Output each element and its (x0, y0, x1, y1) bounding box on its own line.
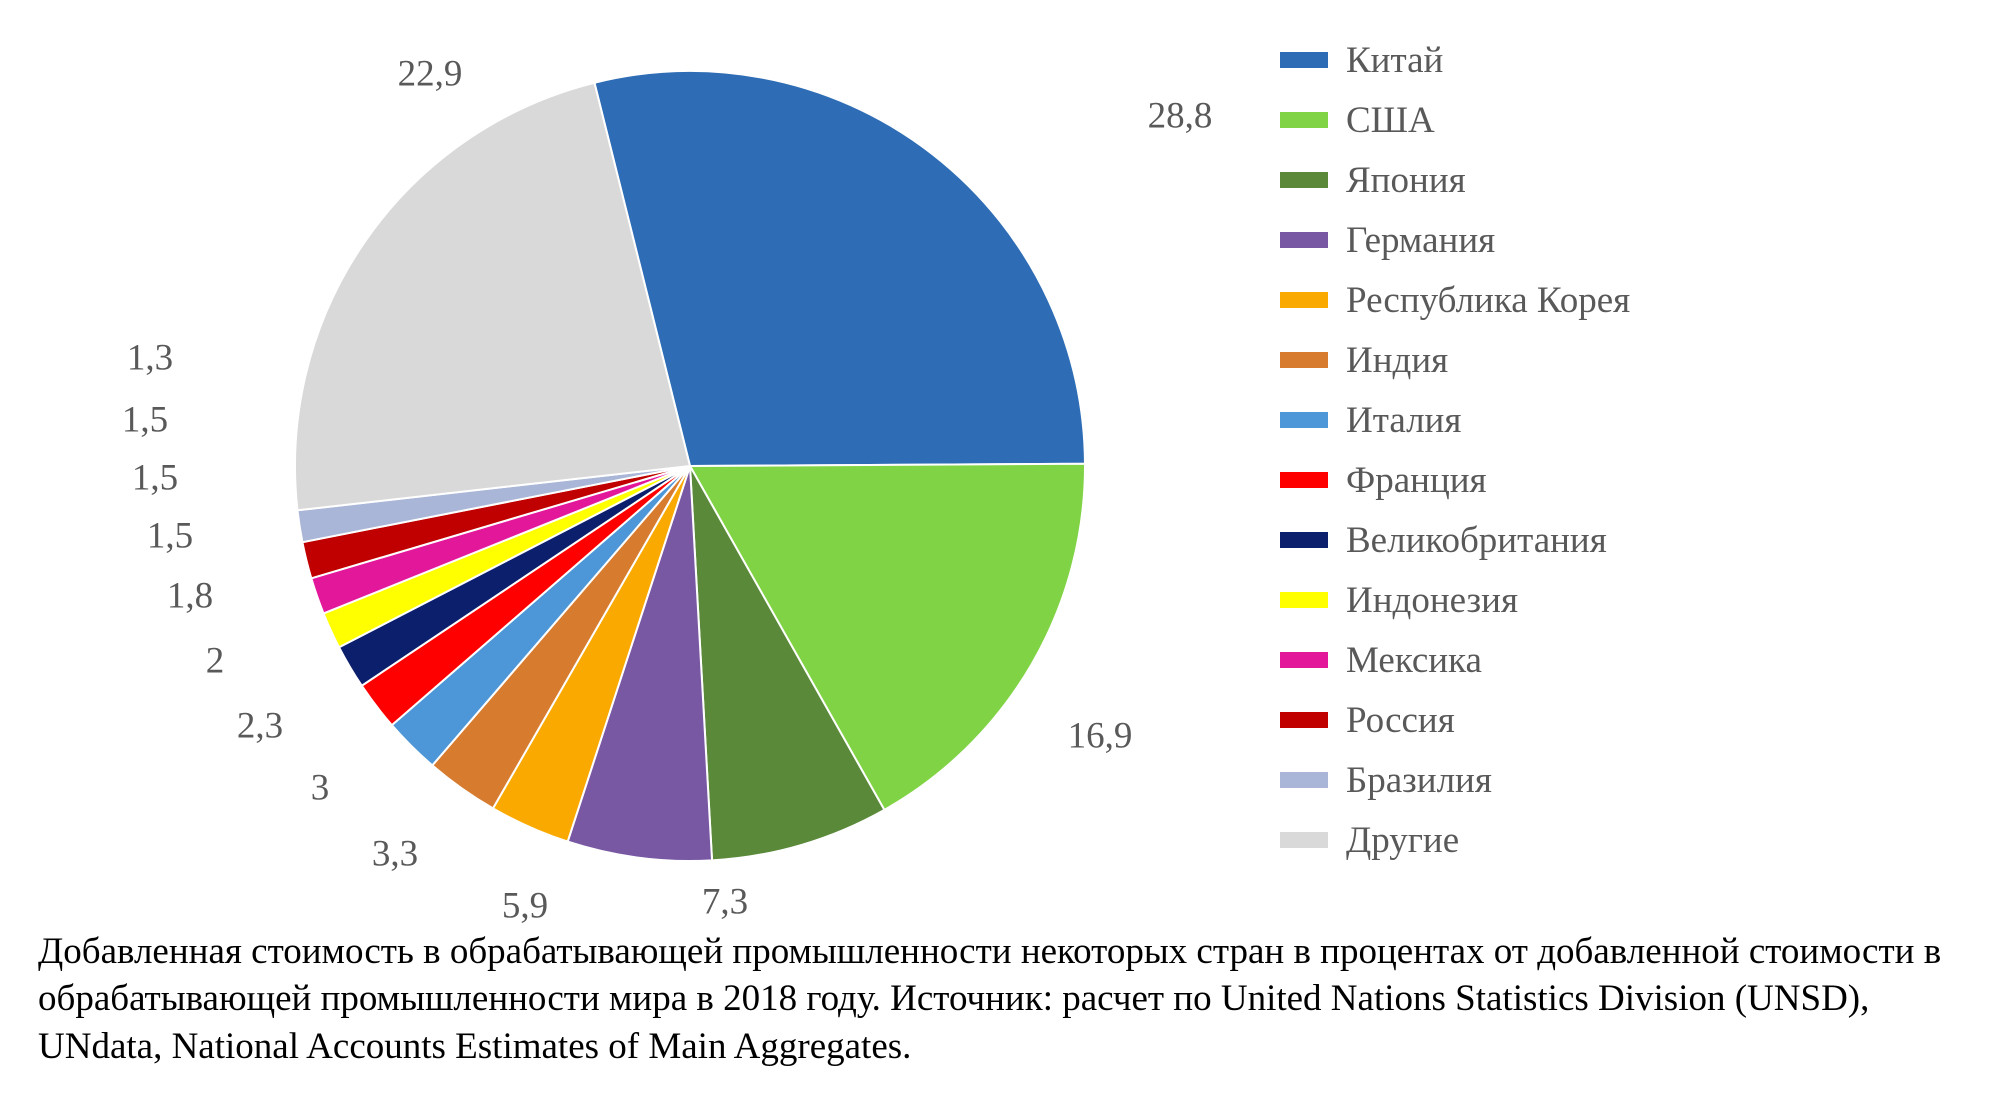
legend-item: Япония (1280, 150, 1960, 210)
slice-value-label: 2 (206, 643, 225, 680)
legend-swatch (1280, 412, 1328, 428)
legend-label: Италия (1346, 399, 1461, 442)
legend-swatch (1280, 592, 1328, 608)
legend-swatch (1280, 352, 1328, 368)
legend: Китай США Япония Германия Республика Корея Ин… (1280, 30, 1960, 870)
slice-value-label: 1,3 (127, 340, 173, 377)
legend-swatch (1280, 712, 1328, 728)
legend-item: Китай (1280, 30, 1960, 90)
page: 28,8 16,9 7,3 5,9 3,3 3 2,3 2 1,8 1,5 1,5 1,5 1,3 22,… (0, 0, 2000, 1098)
slice-value-label: 5,9 (502, 888, 548, 925)
legend-label: Китай (1346, 39, 1443, 82)
legend-item: Россия (1280, 690, 1960, 750)
legend-label: Япония (1346, 159, 1466, 202)
legend-label: Другие (1346, 819, 1459, 862)
slice-value-label: 22,9 (398, 56, 463, 93)
slice-value-label: 2,3 (237, 708, 283, 745)
slice-value-label: 28,8 (1148, 98, 1213, 135)
legend-swatch (1280, 292, 1328, 308)
legend-swatch (1280, 112, 1328, 128)
legend-swatch (1280, 772, 1328, 788)
legend-swatch (1280, 472, 1328, 488)
legend-item: Другие (1280, 810, 1960, 870)
legend-item: США (1280, 90, 1960, 150)
legend-label: Индонезия (1346, 579, 1518, 622)
slice-value-label: 1,5 (122, 402, 168, 439)
caption-text: Добавленная стоимость в обрабатывающей п… (38, 928, 1960, 1070)
slice-value-label: 7,3 (702, 884, 748, 921)
legend-swatch (1280, 172, 1328, 188)
slice-value-label: 1,5 (132, 460, 178, 497)
slice-value-label: 3 (311, 770, 330, 807)
legend-item: Бразилия (1280, 750, 1960, 810)
legend-item: Мексика (1280, 630, 1960, 690)
slice-value-label: 3,3 (372, 836, 418, 873)
legend-swatch (1280, 652, 1328, 668)
legend-label: Германия (1346, 219, 1495, 262)
legend-item: Великобритания (1280, 510, 1960, 570)
slice-value-label: 1,8 (167, 578, 213, 615)
legend-label: Россия (1346, 699, 1455, 742)
legend-item: Франция (1280, 450, 1960, 510)
legend-item: Индия (1280, 330, 1960, 390)
legend-label: США (1346, 99, 1435, 142)
legend-swatch (1280, 232, 1328, 248)
legend-swatch (1280, 832, 1328, 848)
legend-label: Индия (1346, 339, 1448, 382)
legend-label: Франция (1346, 459, 1487, 502)
legend-swatch (1280, 52, 1328, 68)
legend-label: Республика Корея (1346, 279, 1630, 322)
legend-item: Италия (1280, 390, 1960, 450)
legend-item: Республика Корея (1280, 270, 1960, 330)
slice-value-label: 1,5 (147, 518, 193, 555)
legend-item: Индонезия (1280, 570, 1960, 630)
legend-label: Мексика (1346, 639, 1482, 682)
slice-value-label: 16,9 (1068, 718, 1133, 755)
legend-item: Германия (1280, 210, 1960, 270)
legend-label: Бразилия (1346, 759, 1492, 802)
legend-swatch (1280, 532, 1328, 548)
legend-label: Великобритания (1346, 519, 1607, 562)
pie-chart (0, 0, 1280, 930)
